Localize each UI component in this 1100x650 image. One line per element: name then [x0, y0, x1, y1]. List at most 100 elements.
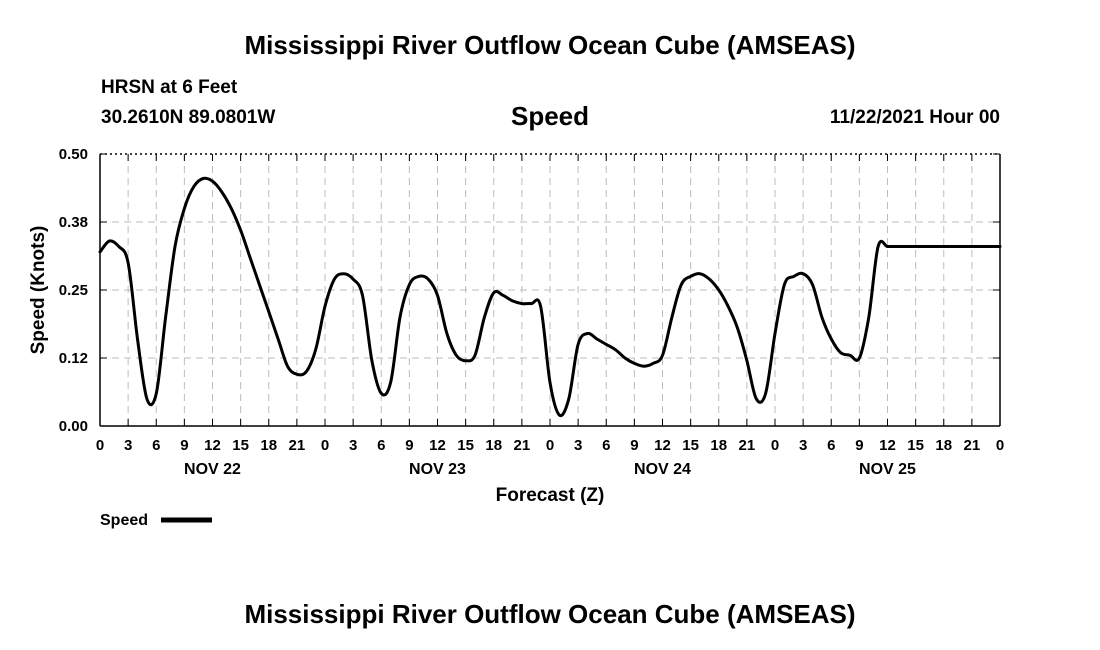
- data-point: [961, 245, 964, 248]
- data-point: [718, 289, 720, 291]
- data-point: [418, 275, 420, 278]
- data-point: [633, 362, 636, 365]
- data-point: [886, 245, 889, 248]
- data-point: [689, 275, 692, 278]
- x-tick-label: 21: [964, 437, 981, 454]
- series-line-speed: [98, 176, 1002, 418]
- x-tick-label: 12: [204, 437, 221, 454]
- data-point: [314, 349, 317, 351]
- data-point: [971, 245, 973, 248]
- data-point: [146, 398, 148, 400]
- data-point: [193, 185, 195, 188]
- data-point: [914, 245, 917, 248]
- data-point: [755, 398, 758, 400]
- x-day-label: NOV 25: [859, 461, 916, 478]
- x-tick-label: 21: [514, 437, 531, 454]
- data-point: [108, 240, 111, 242]
- x-tick-label: 15: [682, 437, 699, 454]
- data-point: [333, 278, 336, 280]
- x-day-label: NOV 24: [634, 461, 691, 478]
- x-tick-label: 15: [232, 437, 249, 454]
- x-tick-label: 6: [377, 437, 385, 454]
- data-point: [699, 272, 701, 275]
- series-layer: [98, 176, 1002, 418]
- x-tick-label: 18: [710, 437, 727, 454]
- data-point: [614, 349, 617, 351]
- x-tick-label: 0: [96, 437, 104, 454]
- x-tick-label: 9: [180, 437, 188, 454]
- data-point: [764, 392, 767, 395]
- station-label: HRSN at 6 Feet: [101, 77, 238, 98]
- y-axis-label: Speed (Knots): [28, 226, 49, 355]
- data-point: [211, 180, 214, 182]
- data-point: [558, 414, 561, 416]
- data-point: [802, 272, 804, 275]
- data-point: [455, 354, 458, 357]
- x-tick-label: 18: [935, 437, 952, 454]
- x-tick-label: 3: [799, 437, 807, 454]
- data-point: [483, 316, 486, 319]
- data-point: [268, 311, 270, 313]
- data-point: [708, 278, 711, 280]
- data-point: [464, 359, 467, 362]
- data-point: [202, 177, 204, 180]
- data-point: [296, 373, 298, 376]
- data-point: [577, 343, 579, 346]
- data-point: [249, 256, 251, 259]
- data-point: [774, 332, 776, 335]
- x-day-label: NOV 22: [184, 461, 241, 478]
- x-tick-label: 15: [457, 437, 474, 454]
- data-point: [746, 359, 748, 362]
- data-point: [352, 278, 354, 280]
- data-point: [389, 381, 392, 384]
- data-point: [155, 392, 158, 395]
- data-point: [624, 357, 626, 359]
- data-point: [839, 351, 842, 354]
- x-tick-label: 15: [907, 437, 924, 454]
- data-point: [324, 305, 326, 308]
- data-point: [849, 354, 851, 357]
- x-tick-label: 0: [321, 437, 329, 454]
- panel-title: Speed: [510, 101, 590, 131]
- data-point: [680, 283, 683, 286]
- x-tick-label: 9: [855, 437, 863, 454]
- data-point: [164, 316, 167, 319]
- y-tick-label: 0.12: [59, 350, 88, 367]
- data-point: [446, 332, 448, 335]
- y-tick-label: 0.38: [59, 214, 88, 231]
- x-tick-label: 3: [124, 437, 132, 454]
- data-point: [286, 365, 289, 368]
- chart-title: Mississippi River Outflow Ocean Cube (AM…: [244, 30, 856, 60]
- data-point: [183, 207, 186, 210]
- data-point: [221, 191, 223, 193]
- data-point: [493, 291, 495, 294]
- x-tick-label: 0: [996, 437, 1004, 454]
- x-tick-label: 3: [574, 437, 582, 454]
- x-tick-label: 18: [260, 437, 277, 454]
- x-tick-label: 12: [879, 437, 896, 454]
- data-point: [258, 283, 261, 286]
- x-day-label: NOV 23: [409, 461, 466, 478]
- data-point: [230, 207, 233, 210]
- data-point: [811, 283, 814, 286]
- data-point: [924, 245, 926, 248]
- x-tick-label: 6: [152, 437, 160, 454]
- data-point: [952, 245, 954, 248]
- data-point: [830, 338, 833, 340]
- data-point: [305, 370, 308, 373]
- x-tick-label: 21: [289, 437, 306, 454]
- second-chart-title: Mississippi River Outflow Ocean Cube (AM…: [244, 599, 856, 629]
- data-point: [436, 294, 439, 297]
- x-tick-label: 12: [654, 437, 671, 454]
- x-tick-label: 21: [739, 437, 756, 454]
- data-point: [943, 245, 945, 248]
- data-point: [371, 359, 373, 362]
- data-point: [361, 294, 364, 297]
- data-point: [586, 332, 589, 335]
- x-tick-label: 3: [349, 437, 357, 454]
- data-point: [605, 343, 608, 346]
- data-point: [999, 245, 1001, 248]
- data-point: [549, 381, 551, 384]
- data-point: [793, 275, 795, 278]
- x-tick-label: 18: [485, 437, 502, 454]
